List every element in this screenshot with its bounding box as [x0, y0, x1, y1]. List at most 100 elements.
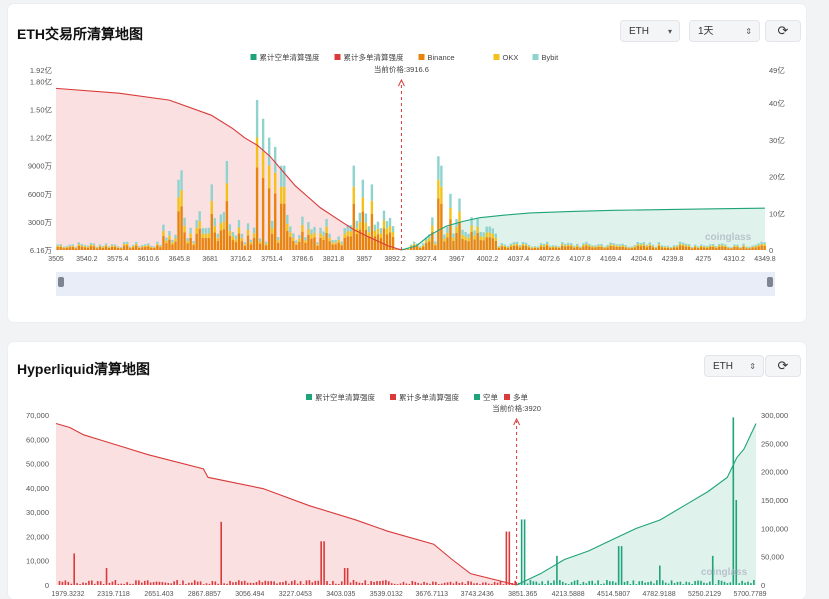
long-bar: [120, 583, 123, 585]
okx-bar: [422, 245, 425, 247]
bybit-bar: [316, 242, 319, 245]
okx-bar: [240, 237, 244, 242]
interval-select[interactable]: 1天 ⇕: [689, 20, 760, 42]
binance-bar: [527, 247, 531, 250]
long-bar: [276, 583, 278, 585]
long-bar: [99, 581, 102, 585]
okx-bar: [56, 245, 59, 247]
x-tick-label: 3786.6: [292, 256, 314, 263]
binance-bar: [319, 237, 322, 250]
binance-bar: [298, 241, 301, 250]
bybit-bar: [733, 244, 736, 246]
long-bar: [449, 581, 452, 585]
exchange-liquidation-chart: 累计空单清算强度 累计多单清算强度 Binance OKX Bybit 6.16万 3000…: [28, 52, 785, 296]
bybit-bar: [539, 243, 543, 245]
okx-bar: [101, 246, 105, 248]
bybit-bar: [135, 241, 138, 244]
okx-bar: [165, 240, 168, 244]
long-bar: [317, 580, 320, 585]
binance-bar: [65, 247, 68, 250]
okx-bar: [542, 245, 546, 247]
bybit-bar: [609, 242, 612, 245]
binance-bar: [183, 232, 186, 250]
long-bar: [411, 580, 414, 585]
bybit-bar: [234, 235, 238, 240]
bybit-bar: [521, 241, 525, 244]
y-right-tick-label: 0: [769, 246, 773, 255]
bybit-bar: [536, 246, 540, 248]
long-cumulative-area: [56, 423, 517, 585]
okx-bar: [385, 228, 389, 235]
binance-bar: [204, 238, 207, 250]
binance-bar: [331, 244, 334, 250]
binance-bar: [449, 219, 452, 250]
bybit-bar: [751, 245, 754, 247]
long-bar: [170, 583, 173, 585]
short-bar: [709, 581, 711, 585]
okx-bar: [183, 225, 186, 233]
okx-bar: [488, 232, 491, 238]
bybit-bar: [672, 245, 676, 247]
short-bar: [720, 580, 723, 585]
okx-bar: [627, 247, 630, 249]
x-tick-label: 4239.8: [662, 256, 684, 263]
okx-bar: [545, 243, 549, 246]
binance-bar: [497, 247, 500, 250]
okx-bar: [440, 186, 443, 204]
refresh-button[interactable]: ⟳: [765, 355, 801, 377]
y-right-tick-label: 30亿: [769, 135, 785, 145]
x-tick-label: 3056.494: [235, 591, 264, 598]
long-bar: [199, 581, 202, 585]
long-bar: [132, 583, 134, 585]
bybit-bar: [431, 217, 434, 226]
x-tick-label: 3403.035: [326, 591, 355, 598]
bybit-bar: [422, 243, 425, 246]
binance-bar: [210, 213, 213, 250]
refresh-icon: ⟳: [777, 23, 789, 38]
binance-bar: [165, 243, 168, 250]
bybit-bar: [518, 245, 522, 247]
refresh-button[interactable]: ⟳: [765, 20, 801, 42]
long-bar: [205, 583, 208, 585]
okx-bar: [651, 246, 655, 248]
bybit-bar: [606, 245, 609, 247]
x-tick-label: 3575.4: [107, 256, 129, 263]
bybit-bar: [745, 246, 748, 248]
okx-bar: [388, 225, 392, 233]
okx-bar: [690, 247, 694, 249]
x-tick-label: 3967: [449, 256, 465, 263]
x-tick-label: 3716.2: [230, 256, 252, 263]
coin-select-value: ETH: [629, 26, 649, 37]
bybit-bar: [763, 242, 766, 245]
short-bar: [750, 583, 752, 585]
coin-select[interactable]: ETH ▾: [620, 20, 680, 42]
okx-bar: [591, 246, 594, 248]
coin-select[interactable]: ETH ⇕: [704, 355, 764, 377]
bybit-bar: [651, 244, 655, 247]
long-bar: [311, 582, 314, 585]
short-bar: [644, 582, 646, 585]
bybit-bar: [358, 212, 362, 223]
bybit-bar: [585, 241, 588, 244]
binance-bar: [153, 247, 156, 250]
binance-bar: [147, 246, 150, 250]
okx-bar: [461, 234, 464, 239]
okx-bar: [645, 246, 649, 248]
binance-bar: [213, 232, 216, 250]
x-tick-label: 3681: [202, 256, 218, 263]
binance-bar: [62, 248, 65, 250]
x-tick-label: 3227.0453: [279, 591, 312, 598]
current-price-label: 当前价格:3916.6: [374, 64, 429, 74]
okx-bar: [648, 244, 652, 246]
long-bar: [314, 580, 317, 585]
okx-bar: [367, 232, 371, 237]
binance-bar: [150, 247, 153, 250]
bybit-bar: [419, 246, 422, 248]
okx-bar: [313, 232, 316, 238]
range-handle-right: [767, 277, 773, 287]
short-bar: [620, 546, 623, 585]
binance-bar: [760, 245, 763, 250]
long-bar: [96, 581, 99, 585]
short-bar: [611, 581, 614, 585]
okx-bar: [113, 245, 117, 248]
